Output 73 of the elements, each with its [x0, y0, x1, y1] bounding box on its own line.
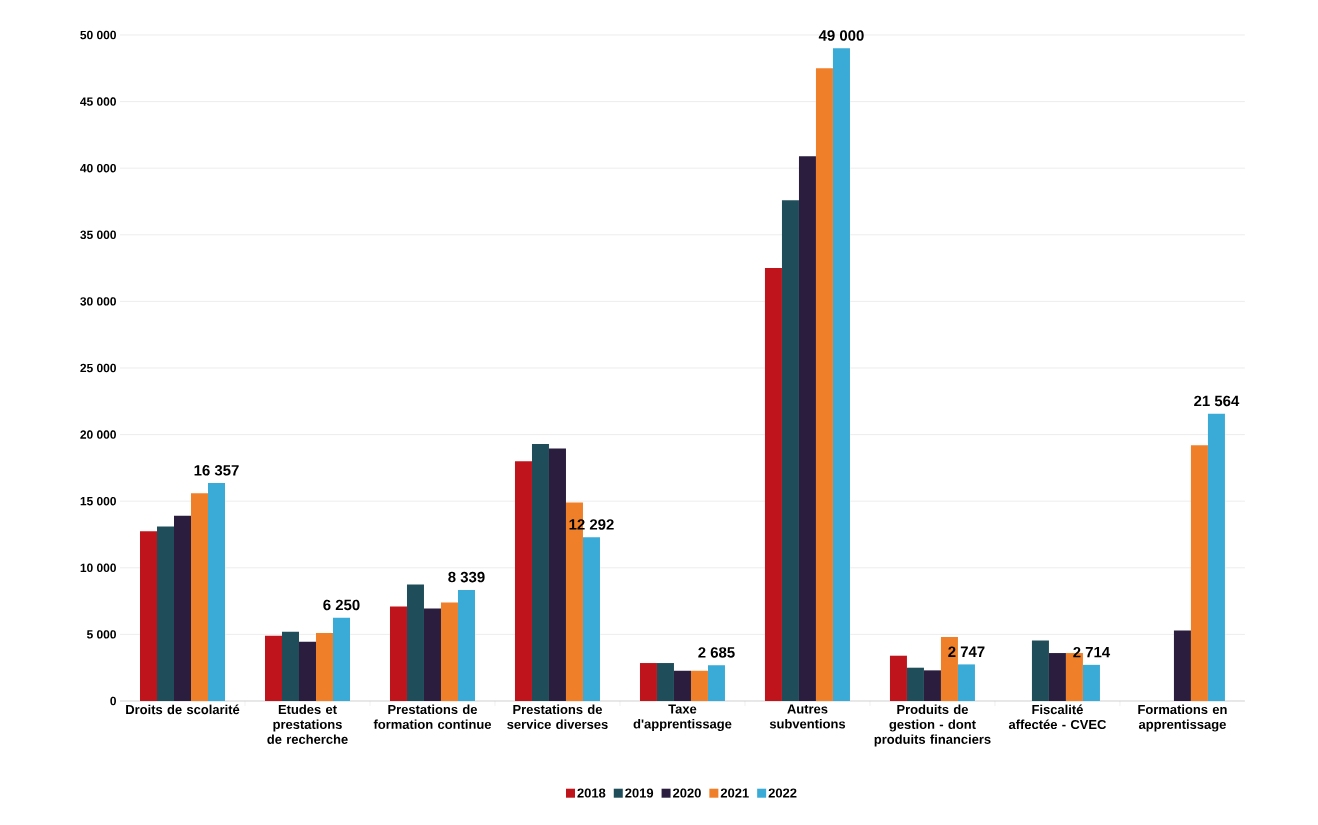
bar [423, 608, 441, 701]
bar [832, 48, 850, 701]
y-tick-label: 25 000 [80, 363, 116, 373]
bar [298, 641, 316, 701]
bar [673, 670, 691, 701]
data-label: 6 250 [323, 599, 360, 611]
bar [174, 515, 191, 701]
bar [315, 633, 333, 701]
y-tick-label: 50 000 [80, 30, 116, 40]
x-tick-label: Formations en apprentissage [1138, 704, 1227, 732]
bar [582, 537, 600, 701]
bar [191, 493, 208, 701]
data-label: 2 685 [698, 647, 735, 658]
bar [565, 502, 583, 701]
bar [639, 663, 657, 701]
y-tick-label: 45 000 [80, 97, 116, 106]
bar [1082, 664, 1100, 701]
bar [1190, 445, 1208, 701]
y-tick-label: 30 000 [80, 297, 116, 306]
bar [208, 483, 225, 701]
legend-label: 2019 [625, 788, 654, 798]
x-tick-label: Produits de gestion - dont produits financiers [874, 704, 991, 747]
bar [798, 156, 816, 701]
legend-label: 2021 [720, 788, 749, 798]
legend-label: 2022 [768, 788, 797, 798]
bar [764, 268, 782, 701]
bar [815, 68, 833, 701]
bar [1173, 630, 1191, 701]
data-label: 16 357 [194, 464, 239, 476]
x-tick-label: Fiscalité affectée - CVEC [1008, 704, 1107, 730]
bar [1207, 413, 1225, 701]
data-label: 8 339 [448, 571, 485, 583]
bar [281, 631, 299, 701]
x-tick-label: Etudes et prestations de recherche [267, 704, 348, 744]
bar [531, 443, 549, 701]
y-tick-label: 0 [110, 696, 116, 706]
y-tick-label: 40 000 [80, 163, 116, 173]
x-tick-label: Prestations de formation continue [373, 704, 492, 729]
bar [940, 637, 958, 701]
bar [781, 200, 799, 701]
bar [548, 448, 566, 701]
legend-label: 2020 [673, 788, 701, 798]
y-tick-label: 15 000 [80, 496, 116, 506]
x-tick-label: Autres subventions [769, 704, 846, 729]
y-tick-label: 35 000 [80, 230, 116, 240]
x-tick-label: Droits de scolarité [126, 704, 240, 715]
bar [957, 664, 975, 701]
y-tick-label: 20 000 [80, 430, 116, 439]
bar [906, 667, 924, 701]
bar [440, 602, 458, 701]
legend-label: 2018 [577, 788, 606, 798]
bar [514, 461, 532, 701]
bar [656, 663, 674, 701]
bar [389, 606, 407, 701]
x-tick-label: Taxe d'apprentissage [633, 704, 732, 732]
bar [332, 617, 350, 701]
y-tick-label: 5 000 [86, 630, 116, 639]
data-label: 49 000 [818, 30, 864, 41]
bar [923, 670, 941, 701]
bar [140, 531, 157, 701]
y-tick-label: 10 000 [80, 563, 116, 573]
bar [157, 526, 174, 701]
bar [406, 584, 424, 701]
bar [707, 665, 725, 701]
bar [457, 589, 475, 701]
bar [1048, 653, 1066, 701]
bar [690, 670, 708, 701]
x-tick-label: Prestations de service diverses [507, 704, 608, 729]
data-label: 2 747 [948, 646, 985, 657]
bar [889, 655, 907, 701]
bar [264, 635, 282, 701]
data-label: 21 564 [1194, 395, 1240, 407]
bar [1031, 640, 1049, 701]
